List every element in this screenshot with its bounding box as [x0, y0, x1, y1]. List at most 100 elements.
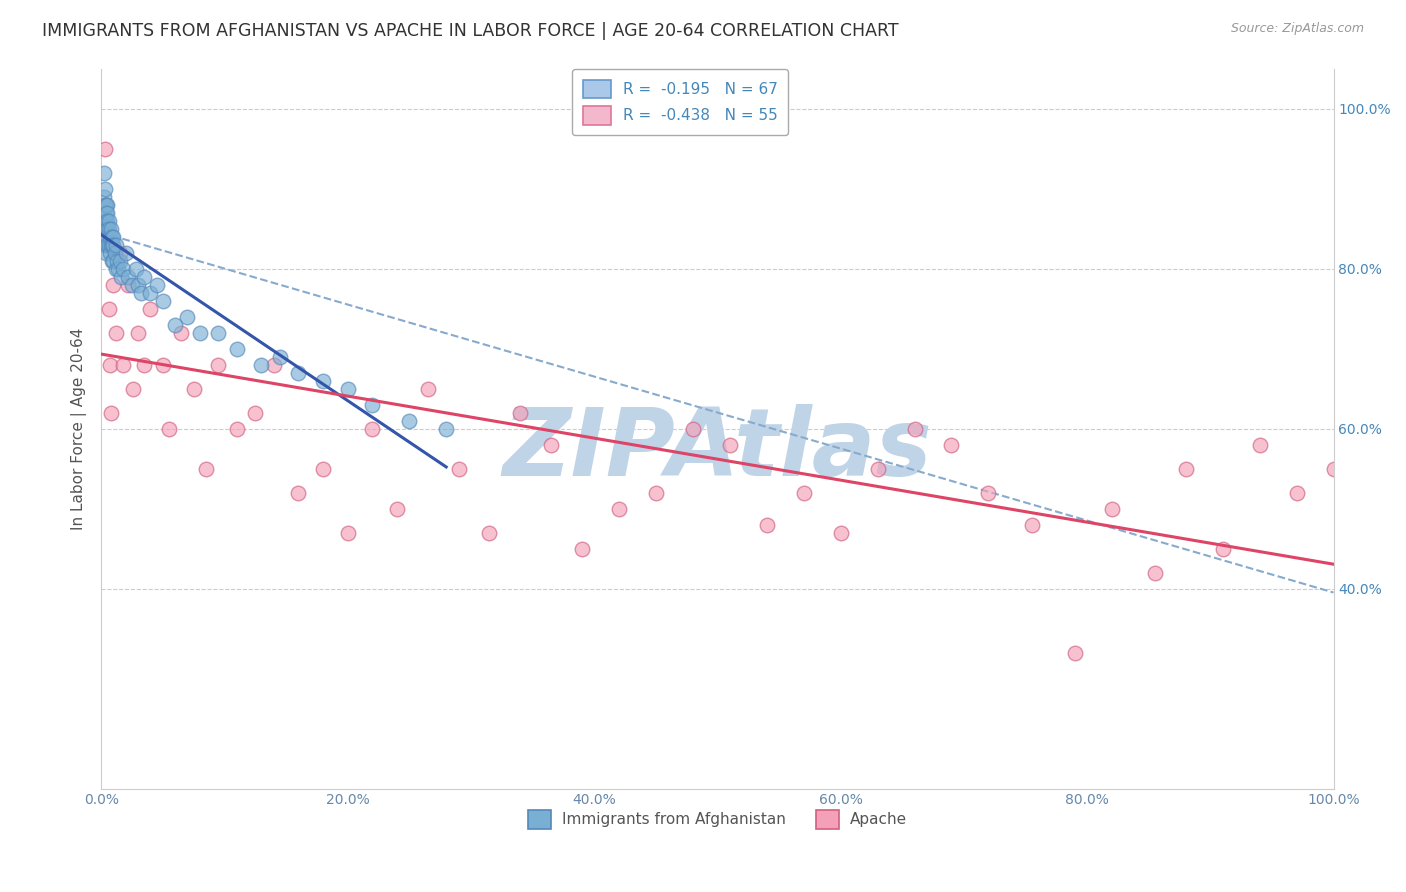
Point: [97, 213, 120, 227]
Point: [1143, 566, 1166, 580]
Point: [434, 421, 457, 435]
Point: [165, 318, 187, 332]
Point: [101, 253, 124, 268]
Point: [94, 197, 117, 211]
Legend: Immigrants from Afghanistan, Apache: Immigrants from Afghanistan, Apache: [522, 804, 912, 835]
Point: [96, 229, 118, 244]
Point: [830, 525, 852, 540]
Point: [104, 237, 127, 252]
Point: [207, 358, 229, 372]
Point: [1249, 437, 1271, 451]
Point: [94, 197, 117, 211]
Point: [108, 253, 131, 268]
Point: [100, 405, 122, 419]
Point: [269, 350, 291, 364]
Point: [176, 310, 198, 324]
Y-axis label: In Labor Force | Age 20-64: In Labor Force | Age 20-64: [72, 327, 87, 530]
Point: [152, 358, 174, 372]
Point: [755, 517, 778, 532]
Point: [94, 213, 117, 227]
Point: [312, 461, 335, 475]
Point: [416, 382, 439, 396]
Point: [97, 221, 120, 235]
Point: [93, 221, 115, 235]
Point: [287, 366, 309, 380]
Point: [336, 382, 359, 396]
Point: [183, 382, 205, 396]
Point: [207, 326, 229, 340]
Point: [866, 461, 889, 475]
Point: [903, 421, 925, 435]
Point: [129, 285, 152, 300]
Point: [1021, 517, 1043, 532]
Point: [94, 245, 117, 260]
Point: [336, 525, 359, 540]
Point: [103, 277, 125, 292]
Point: [104, 261, 127, 276]
Point: [157, 421, 180, 435]
Point: [287, 485, 309, 500]
Point: [124, 261, 146, 276]
Point: [243, 405, 266, 419]
Point: [93, 205, 115, 219]
Point: [101, 237, 124, 252]
Point: [121, 277, 143, 292]
Point: [447, 461, 470, 475]
Point: [114, 245, 136, 260]
Point: [97, 301, 120, 316]
Point: [94, 221, 117, 235]
Point: [94, 197, 117, 211]
Point: [103, 253, 125, 268]
Point: [98, 358, 121, 372]
Point: [941, 437, 963, 451]
Point: [98, 245, 121, 260]
Point: [312, 374, 335, 388]
Point: [361, 398, 384, 412]
Point: [94, 142, 117, 156]
Point: [93, 213, 115, 227]
Point: [793, 485, 815, 500]
Point: [93, 165, 115, 179]
Text: ZIPAtlas: ZIPAtlas: [502, 404, 932, 496]
Point: [94, 205, 117, 219]
Point: [1063, 646, 1085, 660]
Point: [607, 501, 630, 516]
Point: [103, 229, 125, 244]
Point: [97, 237, 120, 252]
Point: [96, 221, 118, 235]
Point: [250, 358, 273, 372]
Point: [1285, 485, 1308, 500]
Point: [718, 437, 741, 451]
Point: [112, 358, 135, 372]
Point: [100, 237, 122, 252]
Point: [112, 261, 135, 276]
Point: [96, 221, 118, 235]
Point: [100, 221, 122, 235]
Point: [107, 261, 129, 276]
Point: [977, 485, 1000, 500]
Point: [478, 525, 501, 540]
Point: [263, 358, 285, 372]
Point: [104, 245, 127, 260]
Point: [94, 229, 117, 244]
Point: [127, 277, 149, 292]
Point: [225, 342, 247, 356]
Point: [361, 421, 384, 435]
Point: [93, 189, 115, 203]
Point: [540, 437, 562, 451]
Point: [152, 293, 174, 308]
Point: [644, 485, 666, 500]
Point: [1174, 461, 1197, 475]
Point: [94, 221, 117, 235]
Point: [1101, 501, 1123, 516]
Point: [96, 205, 118, 219]
Point: [127, 326, 149, 340]
Point: [108, 245, 131, 260]
Point: [194, 461, 217, 475]
Point: [104, 326, 127, 340]
Point: [110, 269, 132, 284]
Point: [134, 358, 156, 372]
Point: [682, 421, 704, 435]
Point: [571, 541, 593, 556]
Point: [117, 269, 139, 284]
